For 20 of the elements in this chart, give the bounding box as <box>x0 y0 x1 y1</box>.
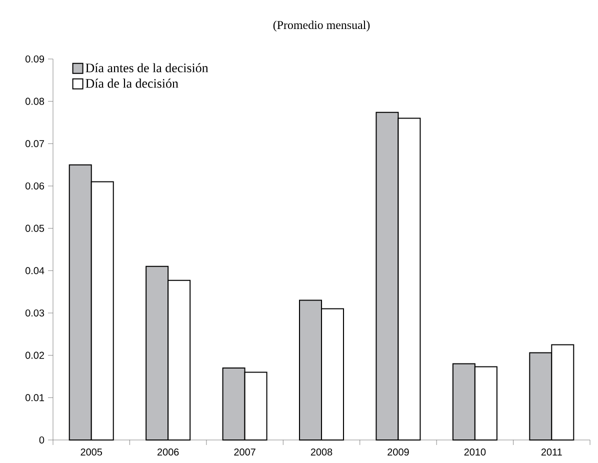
y-tick-label: 0.04 <box>25 267 44 274</box>
legend-label: Día antes de la decisión <box>86 63 208 72</box>
y-tick-label: 0.06 <box>25 182 44 190</box>
y-tick-label: 0.07 <box>25 140 44 148</box>
chart-title: (Promedio mensual) <box>273 20 370 32</box>
x-tick-label: 2010 <box>464 448 486 456</box>
x-tick-label: 2008 <box>310 448 332 456</box>
x-tick-label: 2011 <box>541 448 562 456</box>
y-tick-label: 0.03 <box>25 309 44 317</box>
y-tick-label: 0.09 <box>25 55 44 63</box>
x-tick-label: 2009 <box>388 448 409 456</box>
y-tick-label: 0 <box>39 436 44 444</box>
y-tick-label: 0.08 <box>25 98 44 105</box>
x-tick-label: 2006 <box>158 448 179 456</box>
y-tick-label: 0.02 <box>25 352 44 359</box>
y-tick-label: 0.05 <box>25 224 44 232</box>
x-tick-label: 2007 <box>234 448 256 456</box>
legend-label: Día de la decisión <box>86 78 178 88</box>
x-tick-label: 2005 <box>80 448 102 456</box>
y-tick-label: 0.01 <box>25 394 44 402</box>
